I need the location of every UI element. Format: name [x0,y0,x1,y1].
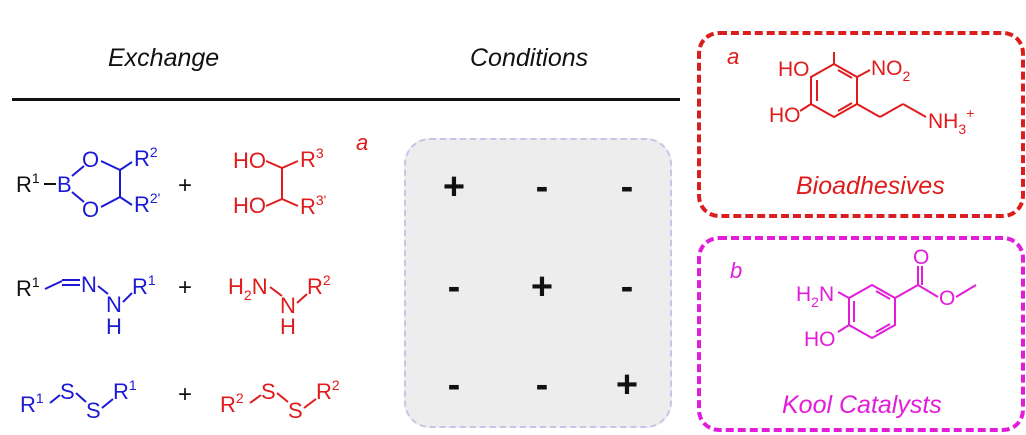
grid-cell-2-2: + [530,266,554,308]
svg-text:R2: R2 [134,144,158,171]
svg-text:H: H [280,314,296,339]
exchange-header: Exchange [108,44,220,72]
grid-cell-1-1: + [442,166,466,208]
svg-text:S: S [60,379,75,404]
hydrazine-structure: H2N N H R2 [228,272,331,339]
svg-text:HO: HO [804,328,836,351]
box-b-label: b [730,258,743,283]
svg-text:N: N [280,293,296,318]
plus-sign-2: + [178,274,192,301]
grid-cell-3-3: + [615,364,639,406]
nitrodopamine-structure [799,52,927,119]
svg-text:B: B [57,172,72,197]
svg-text:O: O [82,197,99,222]
box-a-bioadhesives [697,31,1025,218]
svg-text:R1: R1 [20,390,44,417]
svg-text:R2: R2 [307,272,331,299]
svg-text:HO: HO [778,58,810,81]
hydrazone-structure: R1 N N H R1 [16,272,156,339]
disulfide-left-structure: R1 S S R1 [20,377,137,423]
disulfide-right-structure: R2 S S R2 [220,377,340,423]
svg-text:O: O [82,147,99,172]
svg-text:R2: R2 [220,390,244,417]
grid-cell-3-1: - [447,364,461,406]
svg-text:R2: R2 [316,377,340,404]
conditions-header: Conditions [470,44,589,72]
svg-text:NH3+: NH3+ [928,105,974,137]
grid-cell-1-2: - [535,166,549,208]
svg-text:R1: R1 [16,170,40,197]
svg-text:HO: HO [233,148,266,173]
plus-sign-1: + [178,172,192,199]
svg-text:R1: R1 [113,377,137,404]
box-a-caption: Bioadhesives [796,172,945,200]
svg-text:NO2: NO2 [871,57,911,84]
boronic-ester-structure: R1 B O O R2 R2' [16,144,160,222]
grid-cell-1-3: - [620,166,634,208]
svg-text:O: O [939,287,955,310]
svg-text:H2N: H2N [796,283,834,310]
box-b-caption: Kool Catalysts [782,391,942,419]
grid-cell-2-1: - [447,266,461,308]
plus-sign-3: + [178,381,192,408]
svg-text:R2': R2' [134,190,160,217]
svg-text:S: S [288,398,303,423]
svg-text:R3: R3 [300,145,324,172]
aminobenzoate-structure [837,266,977,340]
svg-text:HO: HO [769,104,801,127]
grid-cell-3-2: - [535,364,549,406]
svg-text:S: S [261,379,276,404]
box-b-kool-catalysts [697,236,1025,432]
diol-structure: HO HO R3 R3' [233,145,326,219]
header-rule [12,98,680,101]
grid-cell-2-3: - [620,266,634,308]
conditions-panel [404,138,672,428]
svg-text:H2N: H2N [228,274,268,303]
svg-text:N: N [106,292,122,317]
svg-text:O: O [913,246,929,269]
svg-text:HO: HO [233,193,266,218]
note-a-marker: a [356,130,369,155]
svg-text:H: H [106,314,122,339]
svg-text:R1: R1 [132,272,156,299]
svg-text:R1: R1 [16,274,40,301]
box-a-label: a [727,44,740,69]
svg-text:S: S [86,398,101,423]
svg-text:N: N [81,272,97,297]
svg-text:R3': R3' [300,192,326,219]
